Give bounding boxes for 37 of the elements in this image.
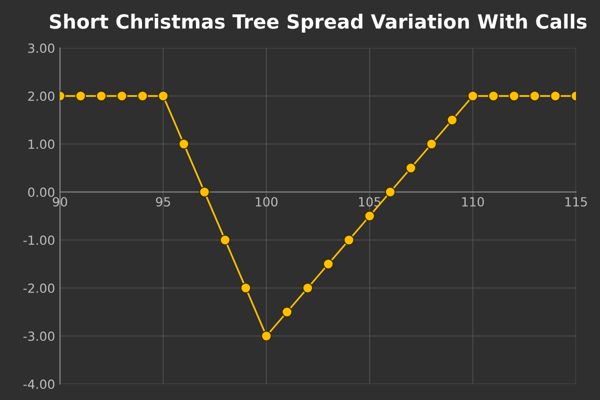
point — [158, 90, 169, 102]
point — [426, 138, 437, 150]
point — [96, 90, 107, 102]
point — [508, 90, 520, 102]
point — [75, 90, 86, 102]
y-tick-label: 0.00 — [28, 187, 54, 197]
point — [220, 234, 230, 246]
y-tick-label: -1.00 — [23, 235, 54, 245]
x-tick-label: 110 — [462, 197, 484, 207]
y-tick-label: -4.00 — [23, 379, 54, 389]
y-tick-label: 1.00 — [28, 139, 54, 149]
point — [322, 258, 334, 270]
point — [261, 330, 272, 342]
point — [488, 90, 499, 102]
point — [550, 90, 561, 102]
point — [364, 210, 375, 222]
point — [446, 114, 458, 126]
point — [406, 162, 416, 174]
point — [344, 234, 354, 246]
y-tick-label: -3.00 — [23, 331, 54, 341]
point — [116, 90, 128, 102]
y-tick-label: -2.00 — [23, 283, 54, 293]
point — [137, 90, 148, 102]
point — [384, 186, 396, 198]
x-tick-label: 115 — [565, 197, 587, 207]
x-tick-label: 95 — [156, 197, 170, 207]
point — [178, 138, 190, 150]
chart-title: Short Christmas Tree Spread Variation With Calls — [50, 14, 587, 33]
point — [282, 306, 292, 318]
y-tick-label: 3.00 — [28, 43, 54, 53]
point — [467, 90, 478, 102]
point — [240, 282, 252, 294]
point — [302, 282, 314, 294]
y-tick-label: 2.00 — [28, 91, 54, 101]
x-tick-label: 100 — [256, 197, 278, 207]
point — [529, 90, 540, 102]
point — [199, 186, 210, 198]
